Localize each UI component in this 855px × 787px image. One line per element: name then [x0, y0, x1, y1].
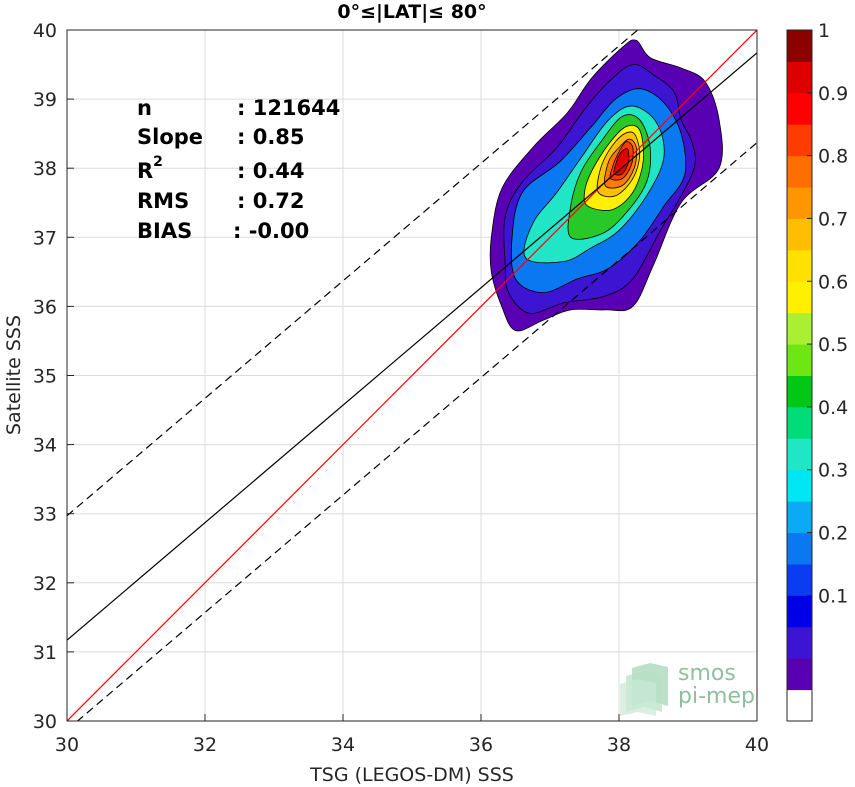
colorbar-band [787, 155, 812, 188]
line-fit-lower [76, 142, 757, 721]
colorbar-tick-label: 0.4 [818, 397, 848, 419]
y-tick-label: 37 [33, 227, 57, 249]
y-tick-label: 30 [33, 711, 57, 733]
stat-slope-value: : 0.85 [237, 125, 305, 149]
colorbar-band [787, 532, 812, 565]
y-tick-label: 39 [33, 89, 57, 111]
colorbar-band [787, 218, 812, 251]
colorbar-band [787, 438, 812, 471]
density-contour [613, 148, 630, 176]
x-tick-label: 38 [607, 734, 631, 756]
x-tick-label: 36 [469, 734, 493, 756]
stat-rms-value: : 0.72 [237, 189, 305, 213]
colorbar-band [787, 281, 812, 314]
colorbar-tick-label: 0.8 [818, 146, 848, 168]
smos-pi-mep-logo: smos pi-mep [620, 661, 755, 716]
colorbar-band [787, 61, 812, 94]
colorbar-band [787, 249, 812, 282]
colorbar-tick-label: 0.2 [818, 523, 848, 545]
stat-r2-label: R2 [137, 154, 163, 183]
colorbar-band [787, 501, 812, 534]
colorbar-band [787, 92, 812, 125]
y-tick-label: 33 [33, 504, 57, 526]
colorbar-tick-label: 0.7 [818, 208, 848, 230]
stat-n-value: : 121644 [237, 96, 340, 120]
stat-bias-value: : -0.00 [233, 219, 309, 243]
colorbar-band [787, 312, 812, 345]
colorbar-band [787, 689, 812, 722]
colorbar-tick-label: 0.5 [818, 334, 848, 356]
line-identity [67, 30, 757, 721]
stat-bias-label: BIAS [137, 219, 192, 243]
colorbar-tick-label: 0.6 [818, 271, 848, 293]
colorbar-band [787, 344, 812, 376]
y-tick-label: 34 [33, 435, 57, 457]
colorbar-band [787, 375, 812, 408]
y-axis-label: Satellite SSS [3, 315, 25, 435]
colorbar-band [787, 658, 812, 691]
colorbar-tick-label: 0.3 [818, 460, 848, 482]
y-tick-label: 38 [33, 158, 57, 180]
density-contours [489, 39, 723, 332]
colorbar-tick-label: 0.1 [818, 585, 848, 607]
y-tick-label: 36 [33, 296, 57, 318]
colorbar-band [787, 124, 812, 157]
colorbar-band [787, 187, 812, 219]
y-tick-label: 31 [33, 642, 57, 664]
y-tick-label: 35 [33, 366, 57, 388]
stat-r2-base: R [137, 159, 153, 183]
colorbar-band [787, 406, 812, 439]
colorbar-band [787, 30, 812, 62]
x-axis-ticks: 30 32 34 36 38 40 [55, 714, 769, 756]
y-axis-ticks: 30 31 32 33 34 35 36 37 38 39 40 [33, 20, 74, 733]
colorbar-band [787, 626, 812, 659]
grid [66, 29, 758, 722]
colorbar-band [787, 563, 812, 596]
logo-text-smos: smos [678, 661, 736, 686]
x-tick-label: 32 [193, 734, 217, 756]
stat-n-label: n [137, 96, 152, 120]
x-tick-label: 30 [55, 734, 79, 756]
colorbar [787, 30, 812, 722]
line-fit [67, 52, 757, 641]
x-axis-label: TSG (LEGOS-DM) SSS [309, 764, 514, 786]
y-tick-label: 32 [33, 573, 57, 595]
colorbar-tick-label: 1 [818, 20, 830, 42]
y-tick-label: 40 [33, 20, 57, 42]
stat-rms-label: RMS [137, 189, 189, 213]
stat-r2-sup: 2 [153, 154, 163, 170]
colorbar-tick-label: 0.9 [818, 83, 848, 105]
chart-title: 0°≤|LAT|≤ 80° [337, 1, 486, 23]
logo-text-pimep: pi-mep [678, 684, 755, 709]
colorbar-frame [786, 29, 813, 722]
stats-box: n : 121644 Slope : 0.85 R2 : 0.44 RMS : … [137, 96, 340, 243]
colorbar-ticks: 0.1 0.2 0.3 0.4 0.5 0.6 0.7 0.8 0.9 1 [807, 20, 848, 607]
colorbar-band [787, 595, 812, 628]
stat-r2-value: : 0.44 [237, 159, 305, 183]
colorbar-band [787, 469, 812, 502]
stat-slope-label: Slope [137, 125, 203, 149]
x-tick-label: 40 [745, 734, 769, 756]
reference-lines [67, 30, 757, 721]
logo-graphic [620, 663, 668, 716]
x-tick-label: 34 [331, 734, 355, 756]
